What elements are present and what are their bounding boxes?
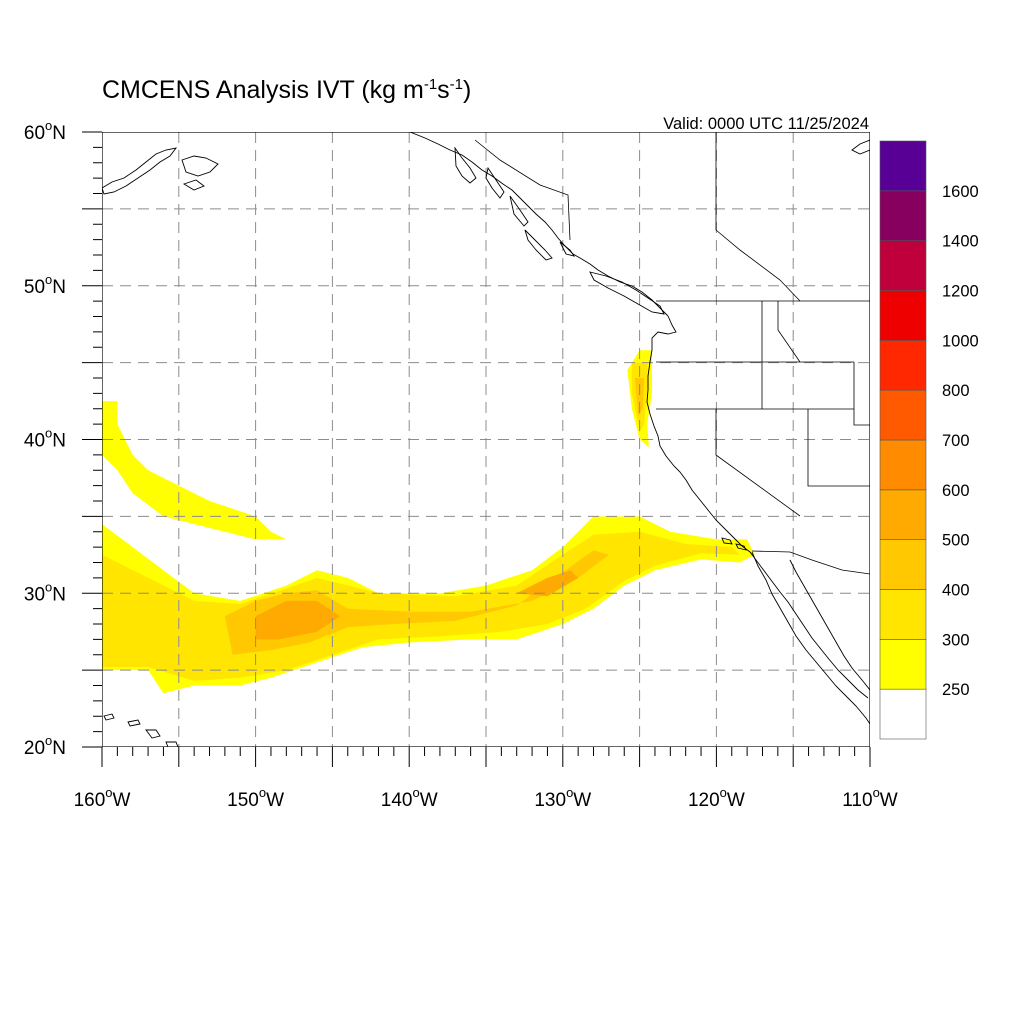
valid-time-label: Valid: 0000 UTC 11/25/2024 — [663, 115, 869, 133]
title-end: ) — [463, 76, 471, 104]
map-title: CMCENS Analysis IVT (kg m-1s-1) — [102, 76, 471, 104]
colorbar-swatch — [879, 240, 927, 291]
colorbar-label: 700 — [942, 432, 970, 450]
lat-tick-label: 40oN — [24, 426, 66, 452]
colorbar-label: 300 — [942, 631, 970, 649]
title-main: CMCENS Analysis IVT (kg m — [102, 76, 424, 104]
colorbar-label: 400 — [942, 582, 970, 600]
west-coast-mainland — [646, 315, 869, 699]
lat-tick-label: 20oN — [24, 733, 66, 759]
state-borders — [656, 132, 870, 517]
title-sup1: -1 — [424, 76, 437, 93]
alaska-canada-border — [474, 139, 571, 241]
lon-tick-label: 150oW — [227, 785, 284, 811]
hawaii-islands — [103, 713, 179, 747]
ivt-region-8 — [255, 600, 341, 640]
lon-tick-label: 130oW — [534, 785, 591, 811]
political-borders — [474, 132, 870, 575]
lat-tick-label: 50oN — [24, 272, 66, 298]
colorbar-swatch — [879, 190, 927, 241]
colorbar-swatch — [879, 290, 927, 341]
colorbar-label: 1200 — [942, 283, 979, 301]
aleutian-islands — [102, 147, 219, 195]
channel-islands — [721, 537, 747, 551]
colorbar-swatch — [879, 539, 927, 590]
colorbar-swatch — [879, 639, 927, 690]
colorbar-swatch — [879, 688, 927, 740]
colorbar-swatch — [879, 489, 927, 540]
coastlines — [102, 132, 870, 747]
lon-tick-label: 110oW — [842, 785, 898, 811]
hudson-bay-edge — [851, 139, 870, 155]
colorbar-label: 1600 — [942, 183, 979, 201]
lon-tick-label: 140oW — [381, 785, 438, 811]
lon-tick-label: 160oW — [74, 785, 131, 811]
alaska-southeast-islands — [454, 146, 576, 261]
colorbar-label: 250 — [942, 681, 970, 699]
ivt-region-1 — [102, 401, 287, 540]
colorbar-swatch — [879, 340, 927, 391]
ivt-region-7 — [635, 378, 645, 417]
colorbar-label: 500 — [942, 532, 970, 550]
colorbar-swatch — [879, 389, 927, 441]
lat-lon-gridlines — [102, 132, 870, 747]
colorbar: 250 300 400 500 600 700 800 1000 1200 1400 1600 — [879, 140, 979, 740]
us-mexico-border — [751, 550, 870, 575]
ivt-shading-layer — [102, 350, 755, 694]
colorbar-swatch — [879, 439, 927, 491]
gulf-of-california — [789, 559, 870, 691]
lat-tick-label: 60oN — [24, 118, 66, 144]
colorbar-label: 800 — [942, 382, 970, 400]
title-mid: s — [437, 76, 450, 104]
colorbar-label: 1400 — [942, 233, 979, 251]
title-sup2: -1 — [450, 76, 463, 93]
ivt-region-9 — [516, 570, 579, 597]
baja-california — [751, 551, 870, 725]
colorbar-swatch — [879, 589, 927, 640]
lat-tick-label: 30oN — [24, 579, 66, 605]
colorbar-label: 600 — [942, 482, 970, 500]
map-axes: 160oW 150oW 140oW 130oW 120oW 110oW 60oN 50oN 40… — [24, 118, 898, 811]
colorbar-label: 1000 — [942, 332, 979, 350]
colorbar-swatch — [879, 140, 927, 192]
map-plot-area — [102, 132, 870, 747]
lon-tick-label: 120oW — [688, 785, 745, 811]
vancouver-island — [589, 271, 665, 315]
